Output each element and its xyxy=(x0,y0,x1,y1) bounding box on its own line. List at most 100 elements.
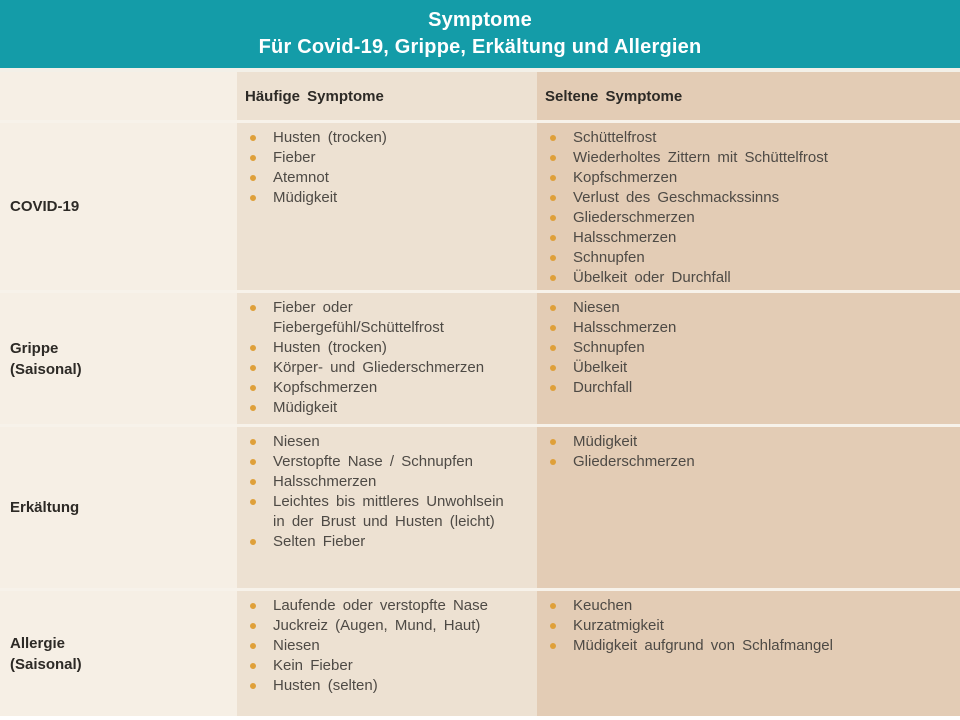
symptom-item: Müdigkeit xyxy=(250,398,513,418)
symptom-item: Kopfschmerzen xyxy=(250,378,513,398)
bullet-icon xyxy=(550,345,556,351)
row-label: COVID-19 xyxy=(10,198,80,215)
symptom-text: Kopfschmerzen xyxy=(573,169,678,186)
symptom-item: Gliederschmerzen xyxy=(550,452,948,472)
bullet-icon xyxy=(550,643,556,649)
symptom-item: Schüttelfrost xyxy=(550,128,948,148)
bullet-icon xyxy=(250,603,256,609)
symptom-item: Fieber xyxy=(250,148,513,168)
symptom-text: Müdigkeit xyxy=(273,189,338,206)
slide-title-line1: Symptome xyxy=(428,9,532,31)
symptom-item: Kopfschmerzen xyxy=(550,168,948,188)
symptom-text: Husten (trocken) xyxy=(273,339,387,356)
symptom-item: Juckreiz (Augen, Mund, Haut) xyxy=(250,616,513,636)
symptom-text: Wiederholtes Zittern mit Schüttelfrost xyxy=(573,149,828,166)
common-symptoms-cell: Husten (trocken) Fieber Atemnot Müdigkei… xyxy=(237,120,537,290)
symptom-list: Müdigkeit Gliederschmerzen xyxy=(537,427,960,472)
table-row-allergie: Allergie (Saisonal) Laufende oder versto… xyxy=(0,588,960,716)
symptom-text: Halsschmerzen xyxy=(573,229,677,246)
symptom-list: Husten (trocken) Fieber Atemnot Müdigkei… xyxy=(237,123,537,208)
symptom-text: Halsschmerzen xyxy=(573,319,677,336)
bullet-icon xyxy=(250,623,256,629)
symptom-text: Husten (selten) xyxy=(273,677,378,694)
bullet-icon xyxy=(550,175,556,181)
bullet-icon xyxy=(550,235,556,241)
symptom-item: Körper- und Gliederschmerzen xyxy=(250,358,513,378)
bullet-icon xyxy=(550,459,556,465)
symptom-item: Husten (trocken) xyxy=(250,128,513,148)
row-label: Allergie xyxy=(10,634,66,652)
symptom-text: Kopfschmerzen xyxy=(273,379,378,396)
bullet-icon xyxy=(250,499,256,505)
symptom-list: Schüttelfrost Wiederholtes Zittern mit S… xyxy=(537,123,960,288)
symptom-item: Niesen xyxy=(550,298,948,318)
bullet-icon xyxy=(250,643,256,649)
bullet-icon xyxy=(250,405,256,411)
bullet-icon xyxy=(550,215,556,221)
symptom-text: Müdigkeit xyxy=(573,433,638,450)
symptom-list: Niesen Halsschmerzen Schnupfen Übelkeit … xyxy=(537,293,960,398)
column-header-rare: Seltene Symptome xyxy=(537,72,960,120)
symptom-list: Fieber oder Fiebergefühl/Schüttelfrost H… xyxy=(237,293,537,418)
symptom-item: Leichtes bis mittleres Unwohlsein in der… xyxy=(250,492,513,532)
symptom-text: Laufende oder verstopfte Nase xyxy=(273,597,488,614)
bullet-icon xyxy=(250,539,256,545)
symptom-text: Leichtes bis mittleres Unwohlsein in der… xyxy=(273,493,504,530)
column-header-common: Häufige Symptome xyxy=(237,72,537,120)
slide-title: Symptome Für Covid-19, Grippe, Erkältung… xyxy=(0,0,960,68)
symptom-item: Husten (trocken) xyxy=(250,338,513,358)
bullet-icon xyxy=(550,325,556,331)
row-label: Grippe xyxy=(10,339,59,357)
common-symptoms-cell: Niesen Verstopfte Nase / Schnupfen Halss… xyxy=(237,424,537,588)
symptom-item: Müdigkeit xyxy=(250,188,513,208)
symptom-text: Niesen xyxy=(273,637,320,654)
symptom-item: Halsschmerzen xyxy=(550,228,948,248)
symptom-item: Atemnot xyxy=(250,168,513,188)
table-row-erkaeltung: Erkältung Niesen Verstopfte Nase / Schnu… xyxy=(0,424,960,588)
bullet-icon xyxy=(250,305,256,311)
bullet-icon xyxy=(550,439,556,445)
rare-symptoms-cell: Niesen Halsschmerzen Schnupfen Übelkeit … xyxy=(537,290,960,424)
symptom-text: Niesen xyxy=(573,299,620,316)
bullet-icon xyxy=(550,135,556,141)
bullet-icon xyxy=(550,385,556,391)
row-label-cell: COVID-19 xyxy=(0,120,237,290)
bullet-icon xyxy=(250,439,256,445)
symptom-text: Juckreiz (Augen, Mund, Haut) xyxy=(273,617,481,634)
bullet-icon xyxy=(550,365,556,371)
symptom-item: Fieber oder Fiebergefühl/Schüttelfrost xyxy=(250,298,513,338)
symptom-text: Gliederschmerzen xyxy=(573,209,695,226)
bullet-icon xyxy=(250,479,256,485)
header-empty-cell xyxy=(0,72,237,120)
bullet-icon xyxy=(550,305,556,311)
symptom-text: Schnupfen xyxy=(573,249,645,266)
symptom-item: Übelkeit xyxy=(550,358,948,378)
symptom-item: Niesen xyxy=(250,636,513,656)
symptom-text: Übelkeit xyxy=(573,359,628,376)
symptom-text: Schnupfen xyxy=(573,339,645,356)
rare-symptoms-cell: Schüttelfrost Wiederholtes Zittern mit S… xyxy=(537,120,960,290)
table-row-grippe: Grippe (Saisonal) Fieber oder Fiebergefü… xyxy=(0,290,960,424)
symptom-item: Übelkeit oder Durchfall xyxy=(550,268,948,288)
common-symptoms-cell: Laufende oder verstopfte Nase Juckreiz (… xyxy=(237,588,537,716)
bullet-icon xyxy=(550,255,556,261)
symptom-text: Fieber oder Fiebergefühl/Schüttelfrost xyxy=(273,299,444,336)
bullet-icon xyxy=(250,135,256,141)
symptom-item: Keuchen xyxy=(550,596,948,616)
symptom-text: Atemnot xyxy=(273,169,329,186)
row-label: Erkältung xyxy=(10,499,80,516)
slide-title-line2: Für Covid-19, Grippe, Erkältung und Alle… xyxy=(258,36,702,58)
bullet-icon xyxy=(250,195,256,201)
symptom-text: Verlust des Geschmackssinns xyxy=(573,189,780,206)
symptom-item: Wiederholtes Zittern mit Schüttelfrost xyxy=(550,148,948,168)
symptom-text: Schüttelfrost xyxy=(573,129,657,146)
symptom-list: Niesen Verstopfte Nase / Schnupfen Halss… xyxy=(237,427,537,552)
bullet-icon xyxy=(550,603,556,609)
table-row-covid19: COVID-19 Husten (trocken) Fieber Atemnot… xyxy=(0,120,960,290)
bullet-icon xyxy=(250,365,256,371)
bullet-icon xyxy=(550,195,556,201)
symptom-item: Müdigkeit xyxy=(550,432,948,452)
bullet-icon xyxy=(250,175,256,181)
bullet-icon xyxy=(250,683,256,689)
